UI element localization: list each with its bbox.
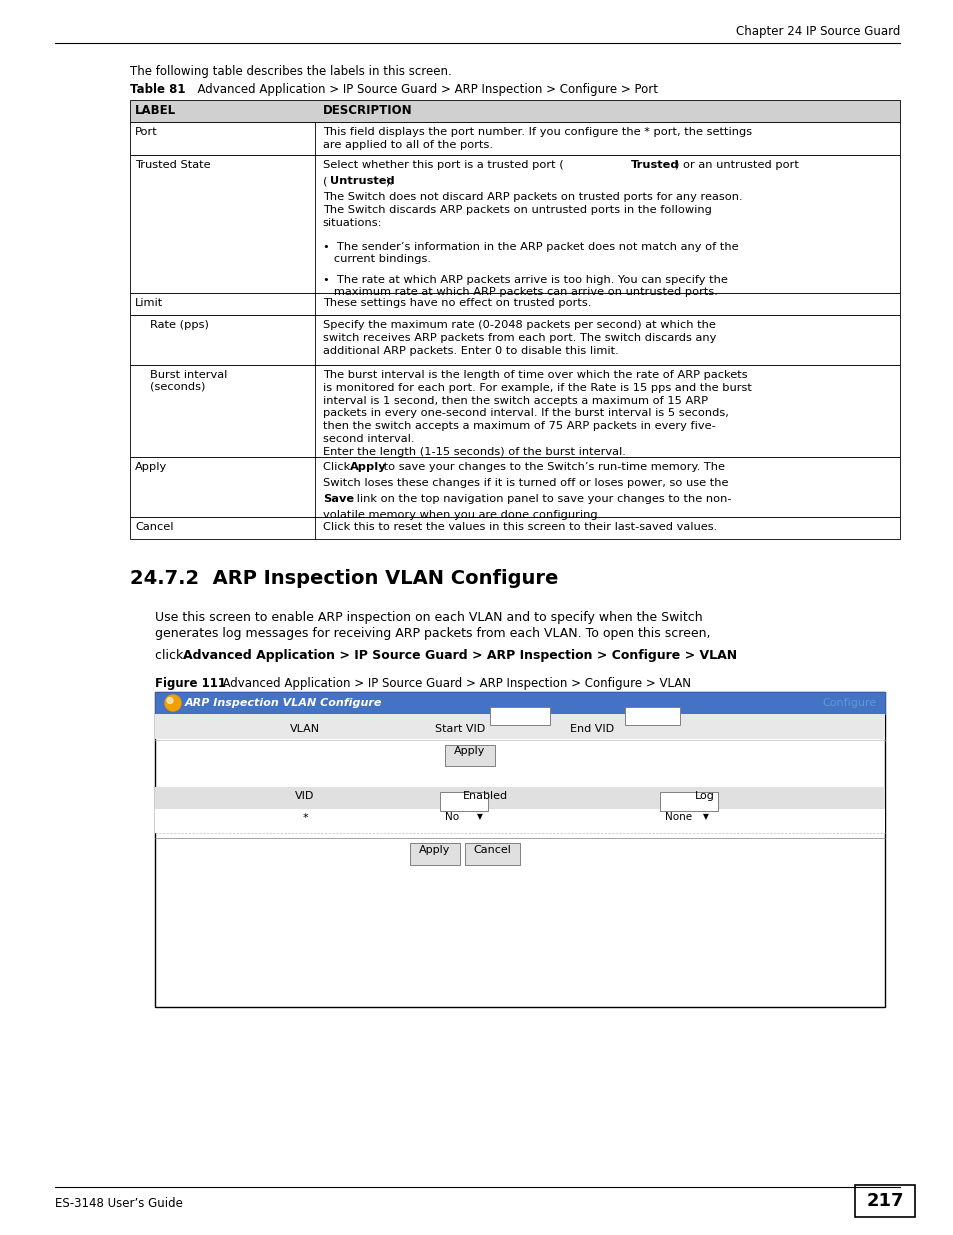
- Bar: [624, 706, 679, 725]
- Text: to save your changes to the Switch’s run-time memory. The: to save your changes to the Switch’s run…: [379, 462, 724, 472]
- Text: Configure: Configure: [821, 698, 876, 708]
- Text: Chapter 24 IP Source Guard: Chapter 24 IP Source Guard: [735, 25, 899, 38]
- Text: click: click: [154, 650, 187, 662]
- Bar: [130, 517, 899, 538]
- Bar: [130, 293, 899, 315]
- Text: •  The rate at which ARP packets arrive is too high. You can specify the
   maxi: • The rate at which ARP packets arrive i…: [322, 274, 727, 298]
- Text: ▼: ▼: [702, 811, 708, 821]
- Text: The following table describes the labels in this screen.: The following table describes the labels…: [130, 65, 452, 78]
- Text: .: .: [714, 650, 719, 662]
- Text: link on the top navigation panel to save your changes to the non-: link on the top navigation panel to save…: [353, 494, 731, 504]
- Text: No: No: [444, 811, 458, 823]
- Text: None: None: [664, 811, 691, 823]
- Text: Apply: Apply: [454, 746, 485, 756]
- Bar: [130, 100, 899, 122]
- Text: LABEL: LABEL: [135, 104, 176, 117]
- Text: Log: Log: [695, 790, 714, 802]
- Text: Untrusted: Untrusted: [330, 177, 395, 186]
- Text: Click this to reset the values in this screen to their last-saved values.: Click this to reset the values in this s…: [322, 522, 717, 532]
- Text: Advanced Application > IP Source Guard > ARP Inspection > Configure > VLAN: Advanced Application > IP Source Guard >…: [214, 677, 690, 690]
- Text: Apply: Apply: [350, 462, 386, 472]
- Text: *: *: [302, 813, 308, 823]
- Text: Select whether this port is a trusted port (: Select whether this port is a trusted po…: [322, 161, 563, 170]
- Bar: [130, 156, 899, 293]
- Text: Advanced Application > IP Source Guard > ARP Inspection > Configure > Port: Advanced Application > IP Source Guard >…: [190, 83, 658, 96]
- Text: Switch loses these changes if it is turned off or loses power, so use the: Switch loses these changes if it is turn…: [322, 478, 727, 488]
- Bar: [130, 366, 899, 457]
- Text: (: (: [322, 177, 327, 186]
- Bar: [464, 844, 519, 864]
- Text: DESCRIPTION: DESCRIPTION: [322, 104, 412, 117]
- Bar: [444, 745, 495, 766]
- Bar: [130, 122, 899, 156]
- Bar: [154, 692, 884, 1007]
- Text: Burst interval
(seconds): Burst interval (seconds): [150, 370, 227, 391]
- Text: ) or an untrusted port: ) or an untrusted port: [674, 161, 798, 170]
- Text: Table 81: Table 81: [130, 83, 185, 96]
- Text: Save: Save: [322, 494, 354, 504]
- Bar: [659, 792, 718, 811]
- Text: Trusted State: Trusted State: [135, 161, 211, 170]
- Text: This field displays the port number. If you configure the * port, the settings
a: This field displays the port number. If …: [322, 127, 751, 149]
- Text: Start VID: Start VID: [435, 724, 485, 734]
- Text: Click: Click: [322, 462, 354, 472]
- Text: Apply: Apply: [135, 462, 167, 472]
- Bar: [130, 315, 899, 366]
- Bar: [154, 809, 884, 832]
- Text: Enabled: Enabled: [462, 790, 507, 802]
- Text: ARP Inspection VLAN Configure: ARP Inspection VLAN Configure: [185, 698, 382, 708]
- Text: End VID: End VID: [569, 724, 614, 734]
- Text: •  The sender’s information in the ARP packet does not match any of the
   curre: • The sender’s information in the ARP pa…: [322, 242, 738, 264]
- Text: The burst interval is the length of time over which the rate of ARP packets
is m: The burst interval is the length of time…: [322, 370, 751, 457]
- Bar: [854, 1186, 914, 1216]
- Text: Use this screen to enable ARP inspection on each VLAN and to specify when the Sw: Use this screen to enable ARP inspection…: [154, 611, 710, 640]
- Text: VID: VID: [295, 790, 314, 802]
- Text: ▼: ▼: [476, 811, 482, 821]
- Text: These settings have no effect on trusted ports.: These settings have no effect on trusted…: [322, 298, 591, 308]
- Text: ES-3148 User’s Guide: ES-3148 User’s Guide: [55, 1197, 183, 1210]
- Text: ).: ).: [384, 177, 393, 186]
- Bar: [154, 714, 884, 739]
- Text: 24.7.2  ARP Inspection VLAN Configure: 24.7.2 ARP Inspection VLAN Configure: [130, 569, 558, 588]
- Text: Port: Port: [135, 127, 157, 137]
- Text: Specify the maximum rate (0-2048 packets per second) at which the
switch receive: Specify the maximum rate (0-2048 packets…: [322, 320, 716, 356]
- Text: Cancel: Cancel: [473, 845, 511, 855]
- Bar: [130, 457, 899, 517]
- Text: Trusted: Trusted: [630, 161, 679, 170]
- Bar: [490, 706, 550, 725]
- Bar: [154, 787, 884, 809]
- Text: Limit: Limit: [135, 298, 163, 308]
- Bar: [154, 692, 884, 714]
- Bar: [410, 844, 459, 864]
- Text: 217: 217: [865, 1192, 902, 1210]
- Text: Rate (pps): Rate (pps): [150, 320, 209, 330]
- Text: Cancel: Cancel: [135, 522, 173, 532]
- Circle shape: [167, 698, 172, 704]
- Bar: [439, 792, 488, 811]
- Text: Advanced Application > IP Source Guard > ARP Inspection > Configure > VLAN: Advanced Application > IP Source Guard >…: [183, 650, 737, 662]
- Text: VLAN: VLAN: [290, 724, 319, 734]
- Text: Figure 111: Figure 111: [154, 677, 226, 690]
- Text: volatile memory when you are done configuring.: volatile memory when you are done config…: [322, 510, 600, 520]
- Text: The Switch does not discard ARP packets on trusted ports for any reason.
The Swi: The Switch does not discard ARP packets …: [322, 193, 741, 228]
- Text: Apply: Apply: [419, 845, 450, 855]
- Circle shape: [165, 695, 181, 711]
